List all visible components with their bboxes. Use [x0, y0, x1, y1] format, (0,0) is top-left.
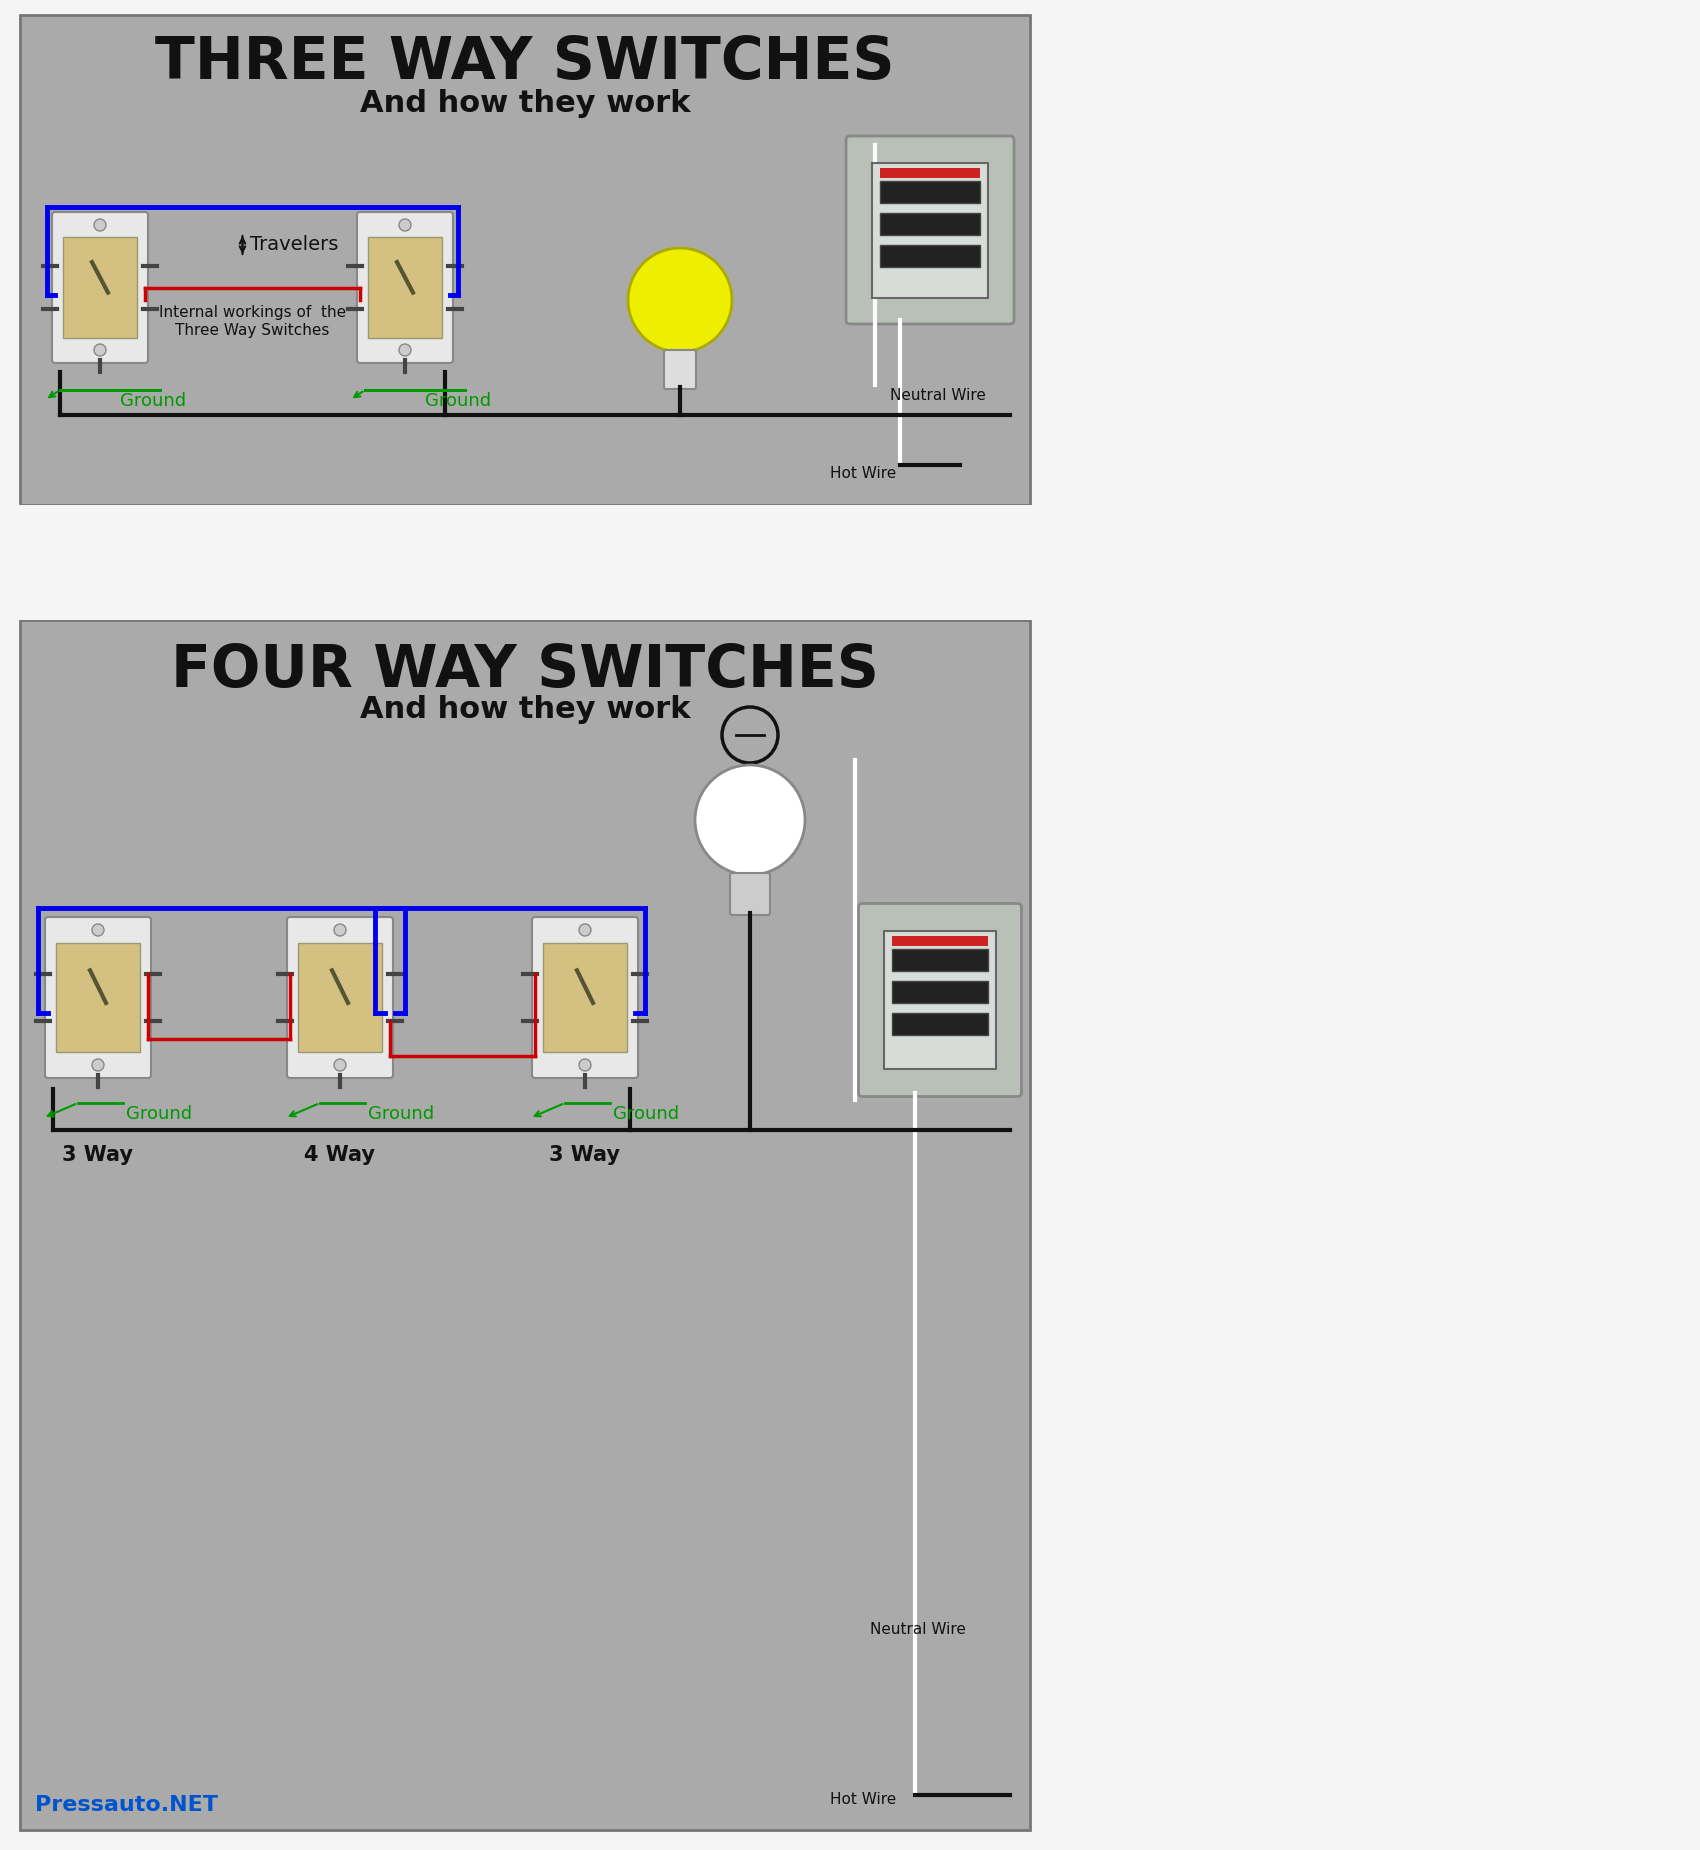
- Text: Travelers: Travelers: [250, 235, 338, 255]
- FancyBboxPatch shape: [729, 873, 770, 916]
- Text: 3 Way: 3 Way: [63, 1145, 134, 1166]
- Bar: [298, 944, 382, 1053]
- Bar: [881, 244, 979, 266]
- Text: And how they work: And how they work: [360, 89, 690, 118]
- Circle shape: [333, 923, 347, 936]
- Text: Pressauto.NET: Pressauto.NET: [36, 1794, 218, 1815]
- Text: Ground: Ground: [126, 1104, 192, 1123]
- Circle shape: [400, 344, 411, 355]
- Circle shape: [94, 344, 105, 355]
- Text: 3 Way: 3 Way: [549, 1145, 620, 1166]
- FancyBboxPatch shape: [357, 213, 452, 363]
- Text: Internal workings of  the: Internal workings of the: [158, 305, 347, 320]
- Circle shape: [92, 923, 104, 936]
- FancyBboxPatch shape: [53, 213, 148, 363]
- Circle shape: [400, 218, 411, 231]
- Circle shape: [94, 218, 105, 231]
- Text: Ground: Ground: [121, 392, 185, 411]
- Bar: [20, 15, 1030, 505]
- Circle shape: [627, 248, 733, 352]
- FancyBboxPatch shape: [532, 918, 638, 1079]
- Bar: [367, 237, 442, 339]
- Text: Hot Wire: Hot Wire: [830, 466, 896, 481]
- Bar: [20, 620, 1030, 1830]
- Bar: [881, 181, 979, 202]
- Text: Hot Wire: Hot Wire: [830, 1793, 896, 1807]
- Text: And how they work: And how they work: [360, 696, 690, 725]
- Bar: [63, 237, 138, 339]
- Text: Neutral Wire: Neutral Wire: [870, 1622, 966, 1637]
- Circle shape: [580, 1058, 592, 1071]
- Text: Ground: Ground: [425, 392, 491, 411]
- Text: Ground: Ground: [367, 1104, 434, 1123]
- Bar: [892, 980, 988, 1003]
- FancyBboxPatch shape: [44, 918, 151, 1079]
- Bar: [892, 1012, 988, 1034]
- FancyBboxPatch shape: [847, 137, 1013, 324]
- Bar: [872, 163, 988, 298]
- Circle shape: [92, 1058, 104, 1071]
- Text: Three Way Switches: Three Way Switches: [175, 324, 330, 339]
- Bar: [881, 168, 979, 178]
- Bar: [0, 505, 1700, 620]
- FancyBboxPatch shape: [858, 903, 1022, 1097]
- Bar: [542, 944, 627, 1053]
- FancyBboxPatch shape: [665, 350, 695, 388]
- FancyBboxPatch shape: [287, 918, 393, 1079]
- Bar: [892, 949, 988, 971]
- Bar: [56, 944, 139, 1053]
- Bar: [892, 936, 988, 945]
- Text: 4 Way: 4 Way: [304, 1145, 376, 1166]
- Circle shape: [580, 923, 592, 936]
- Text: Neutral Wire: Neutral Wire: [891, 387, 986, 403]
- Text: Ground: Ground: [614, 1104, 678, 1123]
- Bar: [884, 931, 996, 1069]
- Circle shape: [695, 766, 806, 875]
- Text: FOUR WAY SWITCHES: FOUR WAY SWITCHES: [172, 642, 879, 699]
- Circle shape: [333, 1058, 347, 1071]
- Bar: [881, 213, 979, 235]
- Text: THREE WAY SWITCHES: THREE WAY SWITCHES: [155, 35, 894, 91]
